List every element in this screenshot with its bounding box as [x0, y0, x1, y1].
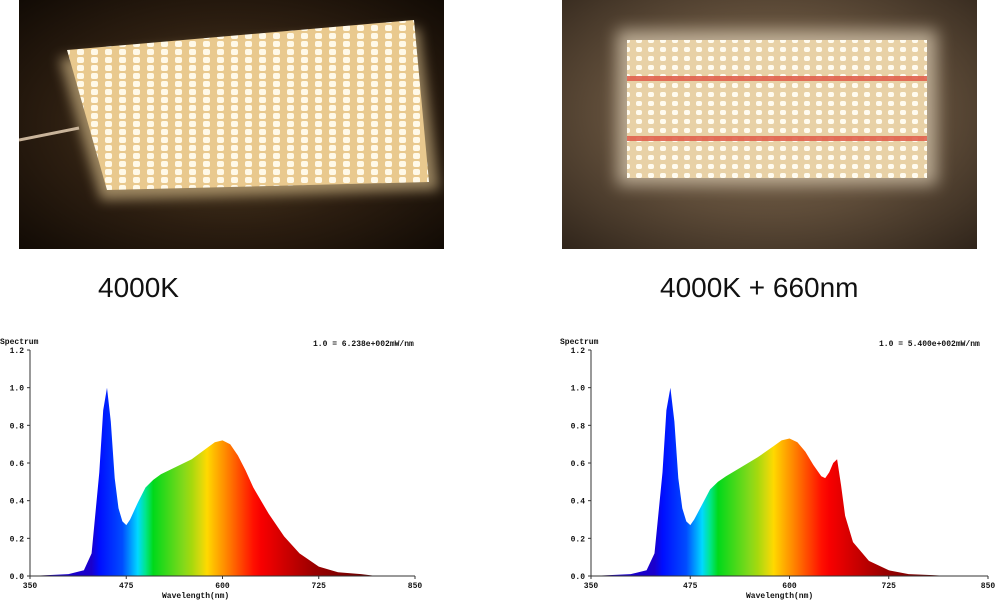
x-tick-label: 725 — [312, 582, 327, 591]
chart-title: Spectrum — [560, 338, 599, 347]
x-axis-label: Wavelength(nm) — [162, 592, 229, 600]
y-tick-label: 1.2 — [10, 347, 25, 356]
chart-title: Spectrum — [0, 338, 39, 347]
spectrum-area — [30, 387, 415, 576]
x-tick-label: 475 — [119, 582, 134, 591]
y-tick-label: 0.0 — [571, 573, 586, 582]
plot-area: 0.0 0.2 0.4 0.6 0.8 1.0 1.2 350 475 600 725 850 — [10, 347, 423, 591]
led-panel-660nm-image — [562, 0, 977, 249]
y-tick-label: 1.0 — [10, 385, 25, 394]
y-tick-label: 0.6 — [10, 460, 25, 469]
y-tick-label: 0.4 — [571, 498, 586, 507]
y-tick-label: 1.2 — [571, 347, 586, 356]
x-tick-label: 850 — [981, 582, 996, 591]
x-tick-label: 850 — [408, 582, 423, 591]
y-tick-label: 0.2 — [571, 535, 586, 544]
y-tick-label: 0.6 — [571, 460, 586, 469]
y-tick-label: 0.8 — [571, 422, 586, 431]
plot-area: 0.0 0.2 0.4 0.6 0.8 1.0 1.2 350 475 600 725 850 — [571, 347, 996, 591]
led-panel-4000k-image — [19, 0, 444, 249]
spectrum-chart-4000k-660nm-svg: Spectrum 1.0 = 5.400e+002mW/nm Wavelengt… — [560, 338, 996, 600]
caption-4000k-660nm: 4000K + 660nm — [660, 272, 859, 303]
x-tick-label: 600 — [215, 582, 230, 591]
x-tick-label: 350 — [23, 582, 38, 591]
chart-annotation: 1.0 = 5.400e+002mW/nm — [879, 340, 980, 349]
x-tick-label: 475 — [683, 582, 698, 591]
y-tick-label: 0.8 — [10, 422, 25, 431]
photo-4000k — [19, 0, 444, 249]
y-tick-label: 0.2 — [10, 535, 25, 544]
photo-4000k-660nm — [562, 0, 977, 249]
x-axis-label: Wavelength(nm) — [746, 592, 813, 600]
y-tick-label: 0.0 — [10, 573, 25, 582]
spectrum-area — [591, 387, 988, 576]
spectrum-chart-4000k-660nm: Spectrum 1.0 = 5.400e+002mW/nm Wavelengt… — [560, 330, 1000, 600]
spectrum-chart-4000k: Spectrum 1.0 = 6.238e+002mW/nm Wavelengt… — [0, 330, 440, 600]
x-tick-label: 350 — [584, 582, 599, 591]
y-tick-label: 1.0 — [571, 385, 586, 394]
spectrum-chart-4000k-svg: Spectrum 1.0 = 6.238e+002mW/nm Wavelengt… — [0, 338, 423, 600]
chart-annotation: 1.0 = 6.238e+002mW/nm — [313, 340, 414, 349]
x-tick-label: 725 — [882, 582, 897, 591]
y-tick-label: 0.4 — [10, 498, 25, 507]
x-tick-label: 600 — [782, 582, 797, 591]
caption-4000k: 4000K — [98, 272, 179, 303]
